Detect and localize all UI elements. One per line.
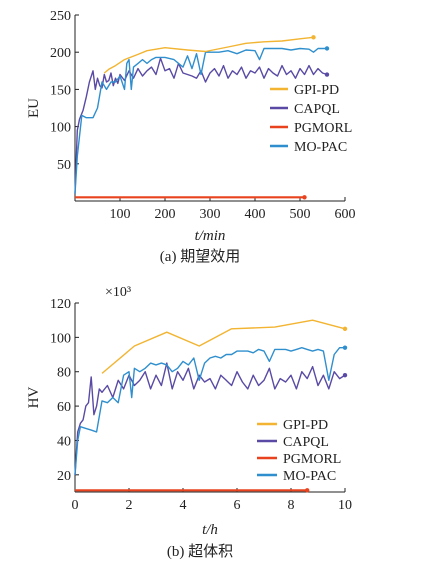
y-tick-label: 100 bbox=[50, 121, 71, 136]
figure-caption: (b) 超体积 bbox=[167, 543, 233, 560]
x-tick-label: 100 bbox=[110, 207, 131, 222]
x-tick-label: 600 bbox=[335, 207, 356, 222]
series-end-point-pgmorl bbox=[302, 195, 307, 200]
series-line-mo-pac bbox=[74, 347, 345, 475]
series-line-capql bbox=[74, 362, 346, 475]
x-tick-label: 0 bbox=[72, 498, 79, 513]
series-line-gpi-pd bbox=[101, 319, 346, 374]
y-axis-label: EU bbox=[26, 98, 42, 118]
legend-label-mo-pac: MO-PAC bbox=[283, 469, 336, 484]
chart-panel-a: 50 100 150 200 250 100 200 300 400 500 600 EU t/min (… bbox=[26, 9, 356, 265]
series-end-point-capql bbox=[324, 72, 330, 77]
x-tick-label: 2 bbox=[126, 498, 133, 513]
legend-label-gpi-pd: GPI-PD bbox=[283, 418, 328, 433]
y-tick-label: 150 bbox=[50, 83, 71, 98]
x-axis-label: t/h bbox=[202, 522, 218, 538]
y-tick-label: 250 bbox=[50, 9, 71, 24]
series-end-point-mo-pac bbox=[324, 46, 330, 51]
legend-label-pgmorl: PGMORL bbox=[294, 121, 352, 136]
legend-label-pgmorl: PGMORL bbox=[283, 452, 341, 467]
x-tick-label: 6 bbox=[234, 498, 241, 513]
series-end-point-pgmorl bbox=[305, 488, 310, 493]
legend-label-mo-pac: MO-PAC bbox=[294, 140, 347, 155]
chart-panel-b: 20 40 60 80 100 120 0 2 4 6 8 10 HV t/h ×10³ (b) 超体积 GPI… bbox=[26, 285, 352, 560]
y-scale-note: ×10³ bbox=[105, 285, 131, 300]
legend-label-gpi-pd: GPI-PD bbox=[294, 83, 339, 98]
y-tick-label: 20 bbox=[57, 469, 71, 484]
y-axis-label: HV bbox=[26, 387, 42, 409]
x-tick-label: 8 bbox=[288, 498, 295, 513]
series-end-point-gpi-pd bbox=[311, 35, 316, 40]
series-line-capql bbox=[74, 57, 328, 194]
y-tick-label: 60 bbox=[57, 400, 71, 415]
legend-label-capql: CAPQL bbox=[283, 435, 329, 450]
x-axis-label: t/min bbox=[195, 228, 226, 244]
x-tick-label: 300 bbox=[200, 207, 221, 222]
series-line-gpi-pd bbox=[103, 36, 314, 74]
y-tick-label: 120 bbox=[50, 297, 71, 312]
figure-caption: (a) 期望效用 bbox=[160, 248, 240, 265]
x-tick-label: 500 bbox=[290, 207, 311, 222]
y-tick-label: 50 bbox=[57, 158, 71, 173]
legend-label-capql: CAPQL bbox=[294, 102, 340, 117]
y-tick-label: 100 bbox=[50, 331, 71, 346]
x-tick-label: 400 bbox=[245, 207, 266, 222]
series-end-point-capql bbox=[342, 372, 348, 378]
x-tick-label: 200 bbox=[155, 207, 176, 222]
series-end-point-mo-pac bbox=[342, 345, 348, 350]
y-tick-label: 80 bbox=[57, 366, 71, 381]
x-tick-label: 4 bbox=[180, 498, 187, 513]
series-end-point-gpi-pd bbox=[342, 326, 348, 331]
y-tick-label: 40 bbox=[57, 434, 71, 449]
y-tick-label: 200 bbox=[50, 46, 71, 61]
series-line-mo-pac bbox=[74, 47, 327, 194]
x-tick-label: 10 bbox=[338, 498, 352, 513]
